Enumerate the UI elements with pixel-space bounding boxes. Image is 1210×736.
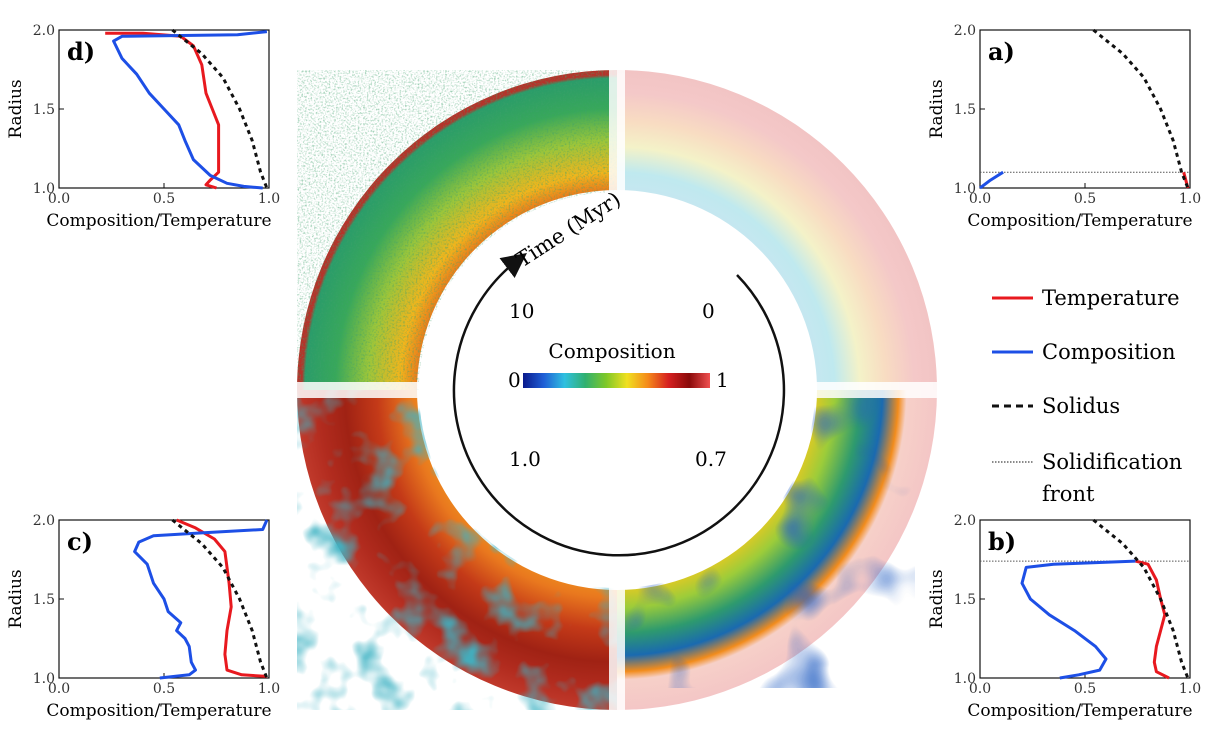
legend-label-3-1: front xyxy=(1042,482,1095,506)
x-tick-label: 1.0 xyxy=(258,191,280,207)
y-axis-label: Radius xyxy=(927,79,947,138)
x-axis-label: Composition/Temperature xyxy=(46,211,271,231)
quadrant-bottom-right-plumes xyxy=(617,390,915,688)
panel-frame xyxy=(979,29,1191,189)
series-composition-line xyxy=(1020,559,1136,680)
y-axis-label: Radius xyxy=(6,79,26,138)
x-tick-label: 1.0 xyxy=(258,681,280,697)
y-tick-label: 1.0 xyxy=(33,181,55,197)
x-tick-label: 0.5 xyxy=(1074,191,1096,207)
time-label-top-right: 0 xyxy=(702,299,715,323)
profile-panels: 0.0 0.5 1.0 1.0 1.5 2.0 Composition/Temperatur… xyxy=(6,23,1201,721)
x-axis-label: Composition/Temperature xyxy=(967,211,1192,231)
panel-label: a) xyxy=(988,37,1015,66)
panel-label: d) xyxy=(67,37,95,66)
x-tick-label: 0.5 xyxy=(1074,681,1096,697)
y-tick-label: 1.5 xyxy=(954,102,976,118)
x-tick-label: 0.0 xyxy=(48,191,70,207)
quadrant-bottom-left-plumes xyxy=(297,390,617,710)
legend-label-0: Temperature xyxy=(1042,286,1180,310)
y-tick-label: 2.0 xyxy=(954,513,976,529)
panel-a: 0.0 0.5 1.0 1.0 1.5 2.0 Composition/Temperatur… xyxy=(927,23,1201,231)
series-temperature-line xyxy=(176,518,267,678)
colorbar-title: Composition xyxy=(548,339,675,363)
x-tick-label: 0.0 xyxy=(969,681,991,697)
y-tick-label: 2.0 xyxy=(954,23,976,39)
quadrant-top-right xyxy=(617,70,937,390)
y-axis-label: Radius xyxy=(6,569,26,628)
y-tick-label: 1.0 xyxy=(954,671,976,687)
y-tick-label: 1.5 xyxy=(33,592,55,608)
x-tick-label: 0.5 xyxy=(153,681,175,697)
colorbar-min-label: 0 xyxy=(508,368,521,392)
legend: Temperature Composition Solidus Solidificat… xyxy=(992,286,1182,506)
series-solidus-line xyxy=(171,518,269,679)
time-label-top-left: 10 xyxy=(509,299,534,323)
colorbar-gradient xyxy=(523,373,710,388)
y-tick-label: 1.5 xyxy=(33,102,55,118)
series-composition-line xyxy=(979,170,1004,190)
panel-label: c) xyxy=(67,527,93,556)
series-composition-line xyxy=(112,30,268,190)
y-tick-label: 2.0 xyxy=(33,23,55,39)
x-tick-label: 1.0 xyxy=(1179,681,1201,697)
x-tick-label: 0.0 xyxy=(48,681,70,697)
time-label-bottom-right: 0.7 xyxy=(695,447,727,471)
y-axis-label: Radius xyxy=(927,569,947,628)
legend-label-3-0: Solidification xyxy=(1042,450,1182,474)
x-tick-label: 1.0 xyxy=(1179,191,1201,207)
colorbar-max-label: 1 xyxy=(716,368,729,392)
y-tick-label: 1.5 xyxy=(954,592,976,608)
series-temperature-line xyxy=(1135,559,1170,680)
quadrant-top-left-texture xyxy=(297,70,617,390)
wheel-center xyxy=(419,192,815,588)
time-arc xyxy=(452,252,786,557)
x-axis-label: Composition/Temperature xyxy=(46,701,271,721)
time-label-bottom-left: 1.0 xyxy=(509,447,541,471)
panel-b: 0.0 0.5 1.0 1.0 1.5 2.0 Composition/Temperatur… xyxy=(927,513,1201,721)
x-tick-label: 0.0 xyxy=(969,191,991,207)
panel-c: 0.0 0.5 1.0 1.0 1.5 2.0 Composition/Temperatur… xyxy=(6,513,280,721)
series-composition-line xyxy=(133,519,269,680)
panel-label: b) xyxy=(988,527,1016,556)
y-tick-label: 1.0 xyxy=(954,181,976,197)
legend-label-1: Composition xyxy=(1042,340,1176,364)
series-solidus-line xyxy=(1092,28,1190,189)
series-solidus-line xyxy=(171,28,269,189)
colorbar: Composition 0 1 xyxy=(508,339,729,392)
panel-d: 0.0 0.5 1.0 1.0 1.5 2.0 Composition/Temperatur… xyxy=(6,23,280,231)
y-tick-label: 1.0 xyxy=(33,671,55,687)
x-axis-label: Composition/Temperature xyxy=(967,701,1192,721)
x-tick-label: 0.5 xyxy=(153,191,175,207)
series-solidus-line xyxy=(1092,518,1190,679)
simulation-wheel xyxy=(287,60,947,720)
legend-label-2: Solidus xyxy=(1042,394,1120,418)
y-tick-label: 2.0 xyxy=(33,513,55,529)
